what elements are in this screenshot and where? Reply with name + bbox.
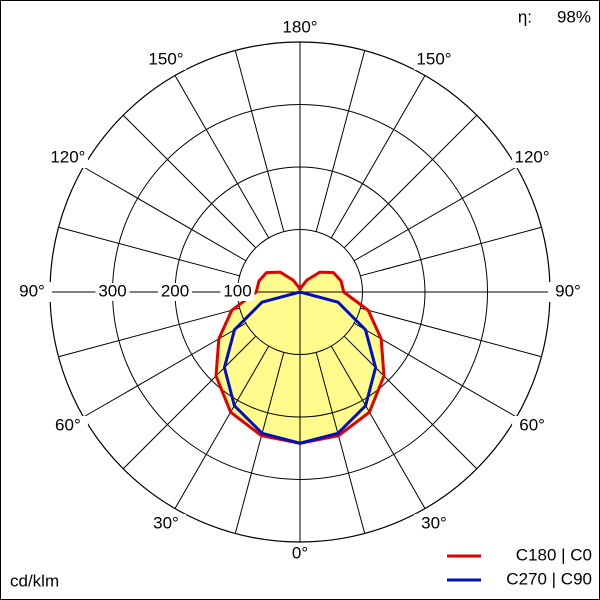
radial-line xyxy=(174,345,270,509)
angle-tick-label: 180° xyxy=(282,17,317,36)
radial-line xyxy=(330,345,426,509)
angle-tick-label: 30° xyxy=(153,514,179,533)
label-bg xyxy=(146,514,186,535)
angle-tick-label: 150° xyxy=(416,49,451,68)
r-tick-label: 300 xyxy=(98,281,126,300)
radial-line xyxy=(122,335,257,470)
intensity-curve xyxy=(298,270,386,445)
label-bg xyxy=(548,282,588,302)
label-bg xyxy=(414,49,454,70)
angle-tick-label: 60° xyxy=(519,415,545,434)
angle-tick-label: 150° xyxy=(148,49,183,68)
intensity-curve xyxy=(222,290,301,445)
label-bg xyxy=(220,283,255,301)
radial-line xyxy=(353,166,517,262)
label-bg xyxy=(280,18,320,38)
angle-tick-label: 60° xyxy=(55,415,81,434)
radial-line xyxy=(174,75,270,239)
label-bg xyxy=(146,49,186,70)
intensity-curve xyxy=(299,290,378,445)
label-bg xyxy=(414,514,454,535)
label-bg xyxy=(158,283,192,301)
r-tick-label: 100 xyxy=(223,281,251,300)
radial-line xyxy=(315,50,366,232)
label-bg xyxy=(12,282,52,302)
radial-line xyxy=(315,352,366,534)
angle-tick-label: 90° xyxy=(19,281,45,300)
radial-line xyxy=(360,307,542,358)
angle-tick-label: 120° xyxy=(515,147,550,166)
label-bg xyxy=(47,148,88,168)
radial-line xyxy=(58,226,240,277)
radial-line xyxy=(83,166,247,262)
label-bg xyxy=(512,148,553,168)
legend-label: C180 | C0 xyxy=(516,545,592,564)
label-bg xyxy=(47,416,88,436)
legend-label: C270 | C90 xyxy=(506,569,592,588)
radial-line xyxy=(343,114,478,249)
angle-tick-label: 30° xyxy=(421,514,447,533)
radial-line xyxy=(343,335,478,470)
angle-tick-label: 90° xyxy=(555,281,581,300)
efficiency-label: η: xyxy=(518,7,532,26)
radial-line xyxy=(122,114,257,249)
angle-tick-label: 0° xyxy=(292,543,308,562)
radial-line xyxy=(330,75,426,239)
radial-line xyxy=(58,307,240,358)
radial-line xyxy=(234,352,285,534)
efficiency-value: 98% xyxy=(557,7,591,26)
label-bg xyxy=(280,544,320,564)
radial-line xyxy=(234,50,285,232)
label-bg xyxy=(95,283,130,301)
radial-line xyxy=(360,226,542,277)
label-bg xyxy=(512,416,553,436)
intensity-curve xyxy=(214,270,302,445)
r-tick-label: 200 xyxy=(161,281,189,300)
unit-label: cd/klm xyxy=(10,571,59,590)
angle-tick-label: 120° xyxy=(50,147,85,166)
